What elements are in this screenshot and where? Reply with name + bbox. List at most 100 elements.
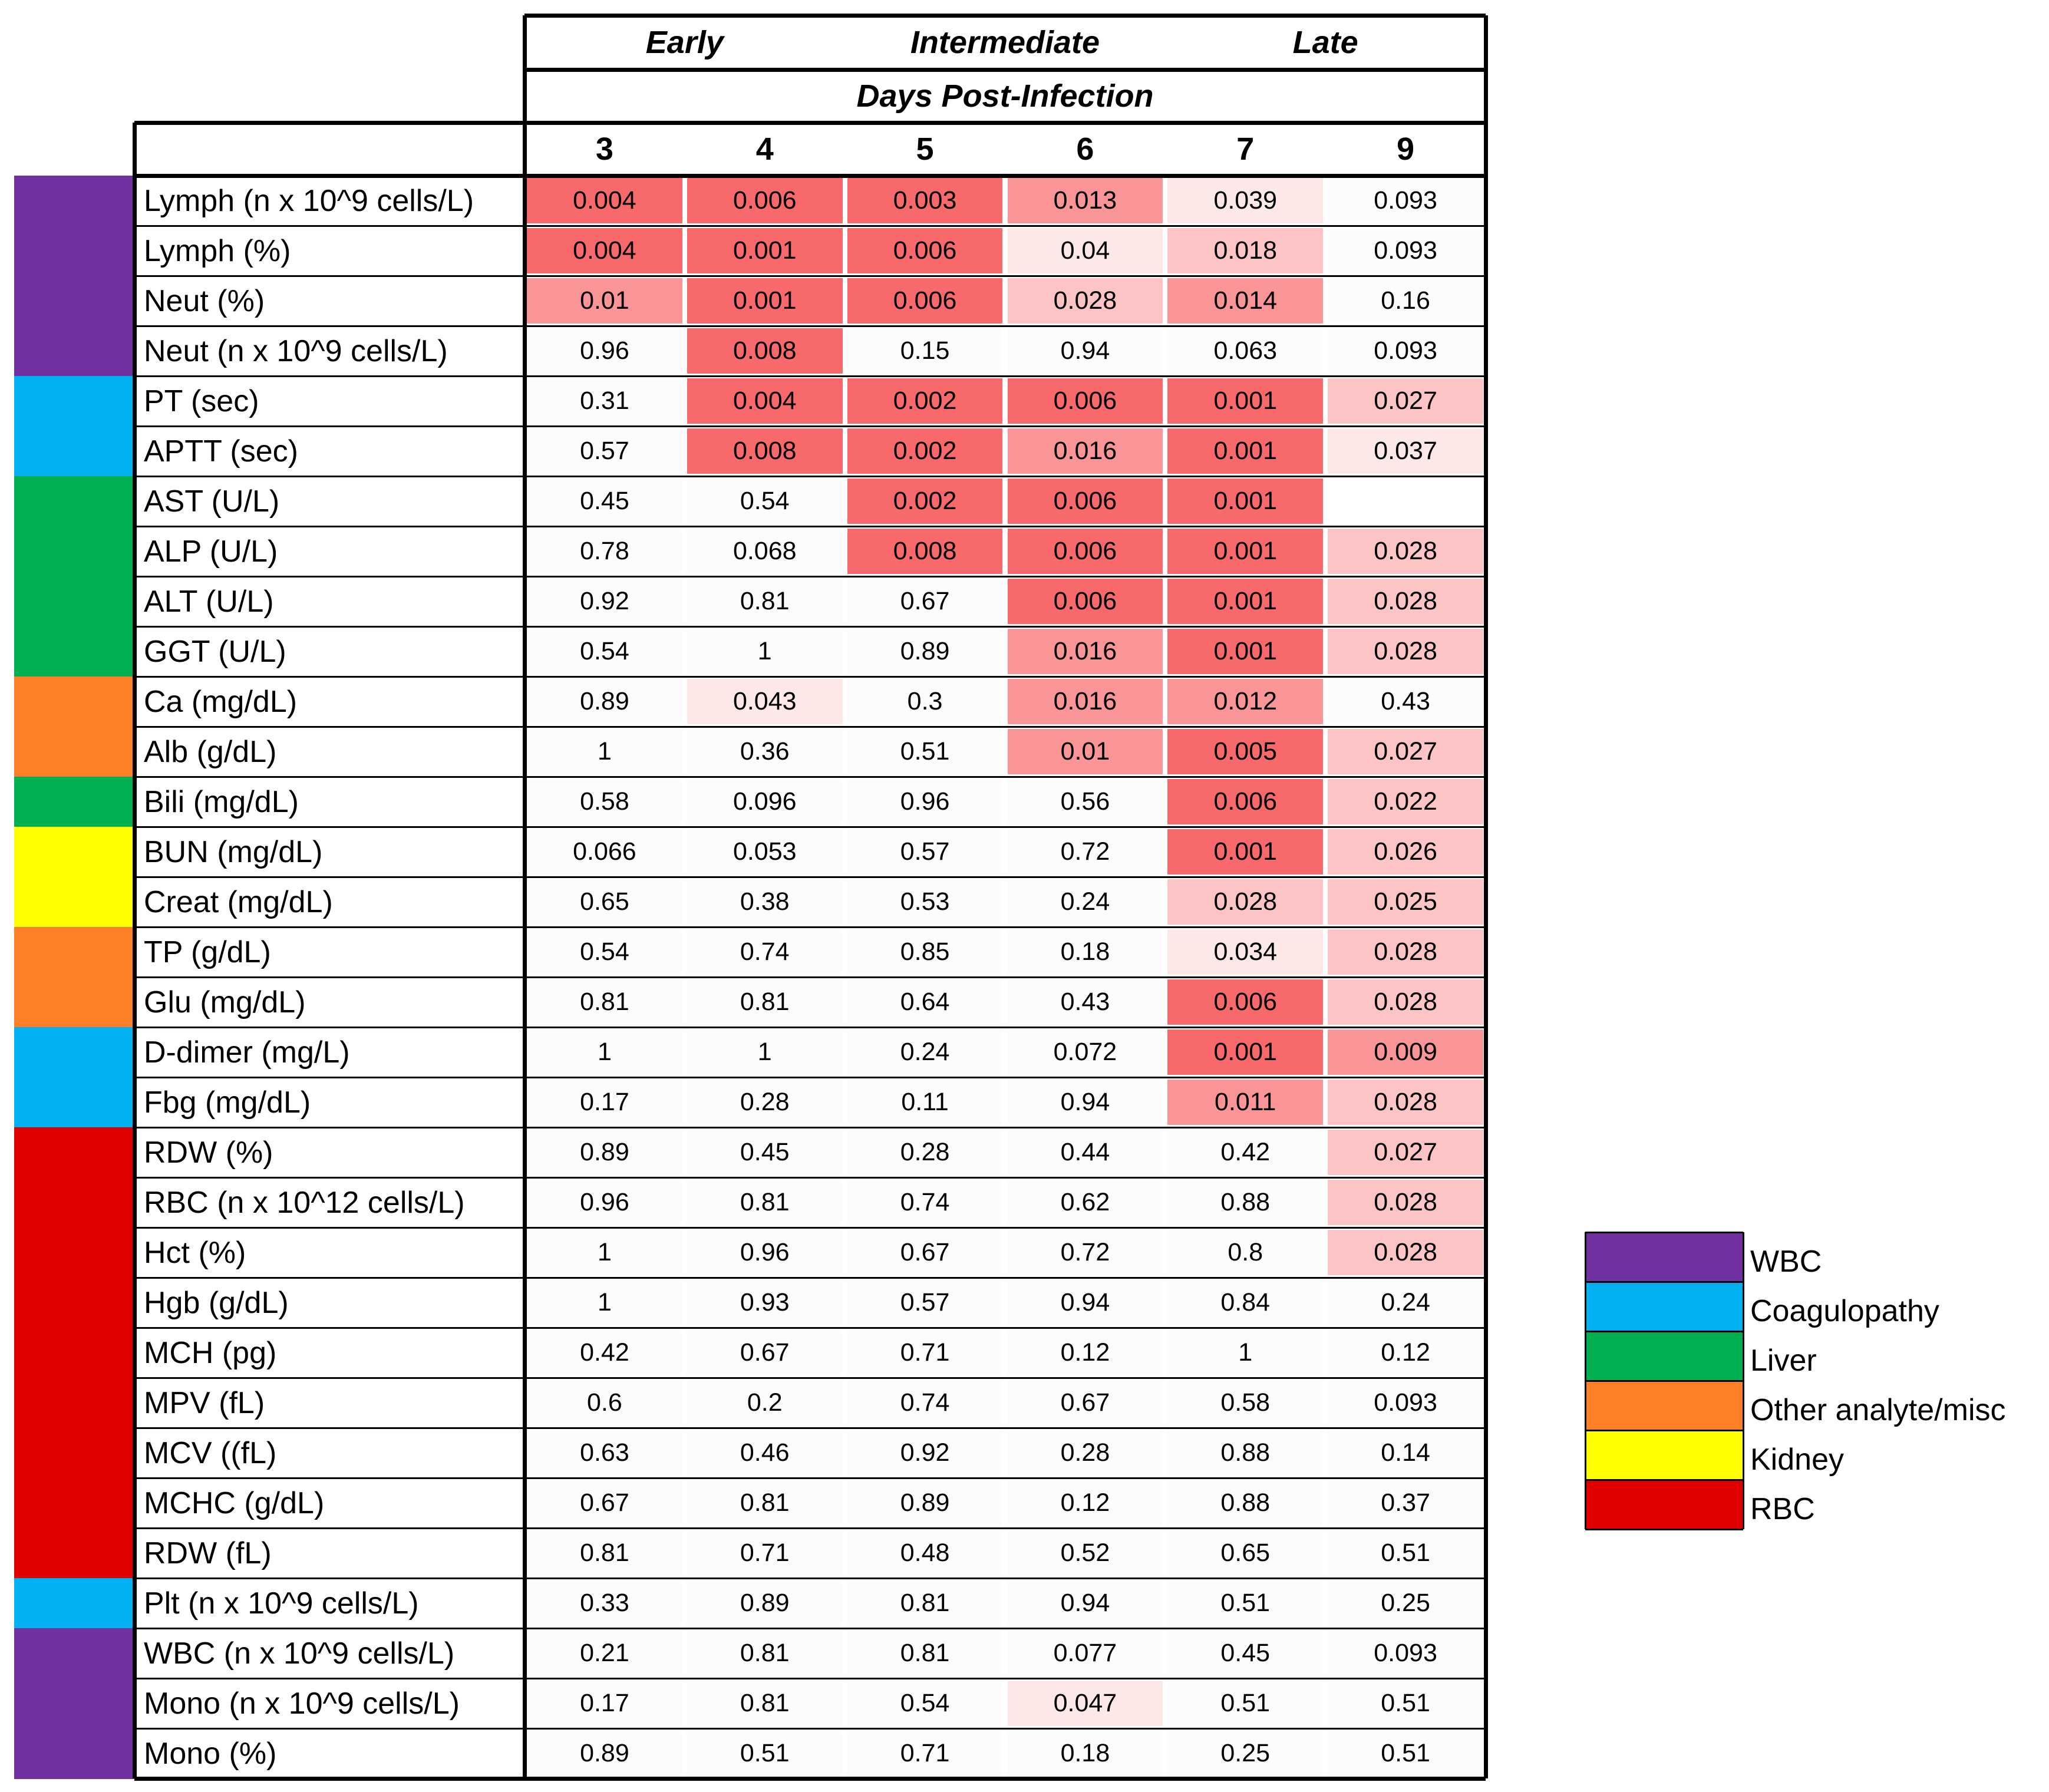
group-color-strip	[14, 1578, 134, 1629]
row-label: ALP (U/L)	[144, 534, 278, 569]
p-value-cell: 0.004	[687, 378, 843, 424]
grid-line	[134, 475, 1486, 477]
group-color-strip	[14, 1177, 134, 1228]
p-value-cell: 0.28	[1007, 1430, 1163, 1476]
row-label: ALT (U/L)	[144, 584, 274, 619]
p-value-cell: 0.25	[1328, 1580, 1483, 1626]
p-value-cell: 0.053	[687, 829, 843, 874]
p-value-cell: 0.71	[847, 1731, 1003, 1776]
p-value-cell: 0.74	[847, 1380, 1003, 1425]
row-label: Mono (%)	[144, 1736, 277, 1771]
p-value-cell: 0.14	[1328, 1430, 1483, 1476]
p-value-cell: 0.028	[1328, 579, 1483, 624]
group-color-strip	[14, 1127, 134, 1178]
p-value-cell: 0.039	[1167, 178, 1324, 223]
grid-line	[132, 123, 137, 1778]
p-value-cell: 0.88	[1167, 1180, 1324, 1225]
group-color-strip	[14, 1528, 134, 1579]
row-label: Plt (n x 10^9 cells/L)	[144, 1586, 419, 1621]
p-value-cell: 0.81	[527, 979, 682, 1025]
p-value-cell: 0.96	[847, 779, 1003, 824]
group-color-strip	[14, 1077, 134, 1128]
p-value-cell: 0.013	[1007, 178, 1163, 223]
p-value-cell: 0.028	[1007, 278, 1163, 324]
p-value-cell: 1	[687, 1029, 843, 1075]
p-value-cell: 0.28	[847, 1130, 1003, 1175]
day-header: 7	[1236, 131, 1255, 167]
p-value-cell: 0.24	[847, 1029, 1003, 1075]
p-value-cell: 0.67	[1007, 1380, 1163, 1425]
p-value-cell: 0.84	[1167, 1280, 1324, 1325]
p-value-cell: 0.072	[1007, 1029, 1163, 1075]
p-value-cell: 0.027	[1328, 729, 1483, 774]
grid-line	[134, 275, 1486, 277]
p-value-cell: 0.52	[1007, 1530, 1163, 1576]
grid-line	[134, 1427, 1486, 1429]
p-value-cell: 0.57	[847, 1280, 1003, 1325]
p-value-cell: 0.89	[687, 1580, 843, 1626]
group-color-strip	[14, 1328, 134, 1378]
row-label: APTT (sec)	[144, 434, 298, 468]
grid-line	[134, 575, 1486, 577]
p-value-cell: 0.043	[687, 679, 843, 724]
p-value-cell: 0.15	[847, 328, 1003, 374]
group-color-strip	[14, 476, 134, 527]
row-label: Neut (n x 10^9 cells/L)	[144, 334, 448, 368]
p-value-cell: 0.67	[687, 1330, 843, 1375]
p-value-cell: 0.17	[527, 1681, 682, 1726]
p-value-cell: 0.42	[527, 1330, 682, 1375]
p-value-cell: 0.58	[1167, 1380, 1324, 1425]
group-color-strip	[14, 1027, 134, 1078]
p-value-cell: 0.008	[687, 328, 843, 374]
p-value-cell: 0.001	[1167, 1029, 1324, 1075]
p-value-cell: 0.24	[1007, 879, 1163, 925]
p-value-cell: 0.36	[687, 729, 843, 774]
group-color-strip	[14, 777, 134, 827]
group-color-strip	[14, 827, 134, 877]
p-value-cell: 0.74	[687, 929, 843, 975]
legend-grid-line	[1585, 1380, 1743, 1382]
p-value-cell: 0.81	[687, 1631, 843, 1676]
p-value-cell: 0.81	[527, 1530, 682, 1576]
p-value-cell: 0.001	[1167, 378, 1324, 424]
legend-label: WBC	[1750, 1245, 1822, 1279]
group-color-strip	[14, 927, 134, 978]
group-color-strip	[14, 326, 134, 377]
row-label: Fbg (mg/dL)	[144, 1085, 311, 1120]
p-value-cell: 0.67	[847, 579, 1003, 624]
p-value-cell: 0.028	[1167, 879, 1324, 925]
p-value-cell: 0.008	[687, 428, 843, 474]
grid-line	[524, 67, 1486, 72]
p-value-cell: 0.016	[1007, 629, 1163, 674]
p-value-cell: 0.018	[1167, 228, 1324, 273]
p-value-cell: 0.001	[1167, 478, 1324, 524]
grid-line	[134, 1026, 1486, 1028]
p-value-cell: 0.003	[847, 178, 1003, 223]
p-value-cell: 0.034	[1167, 929, 1324, 975]
p-value-cell: 0.71	[847, 1330, 1003, 1375]
p-value-cell: 0.016	[1007, 428, 1163, 474]
p-value-cell: 0.33	[527, 1580, 682, 1626]
p-value-cell: 0.12	[1007, 1480, 1163, 1526]
grid-line	[134, 1477, 1486, 1479]
p-value-cell: 0.89	[847, 629, 1003, 674]
p-value-cell: 0.004	[527, 228, 682, 273]
p-value-cell: 0.012	[1167, 679, 1324, 724]
p-value-cell: 0.016	[1007, 679, 1163, 724]
group-color-strip	[14, 1728, 134, 1779]
p-value-cell: 0.64	[847, 979, 1003, 1025]
p-value-cell: 0.002	[847, 428, 1003, 474]
legend-grid-line	[1585, 1529, 1743, 1530]
legend-swatch	[1585, 1381, 1743, 1430]
group-color-strip	[14, 1227, 134, 1278]
grid-line	[134, 625, 1486, 628]
grid-line	[522, 15, 527, 1778]
p-value-cell: 1	[527, 1280, 682, 1325]
p-value-cell: 1	[687, 629, 843, 674]
row-label: MCV ((fL)	[144, 1435, 277, 1470]
p-value-cell: 0.006	[1167, 779, 1324, 824]
p-value-cell: 0.43	[1328, 679, 1483, 724]
row-label: D-dimer (mg/L)	[144, 1035, 350, 1070]
p-value-cell: 0.028	[1328, 629, 1483, 674]
group-color-strip	[14, 1278, 134, 1328]
